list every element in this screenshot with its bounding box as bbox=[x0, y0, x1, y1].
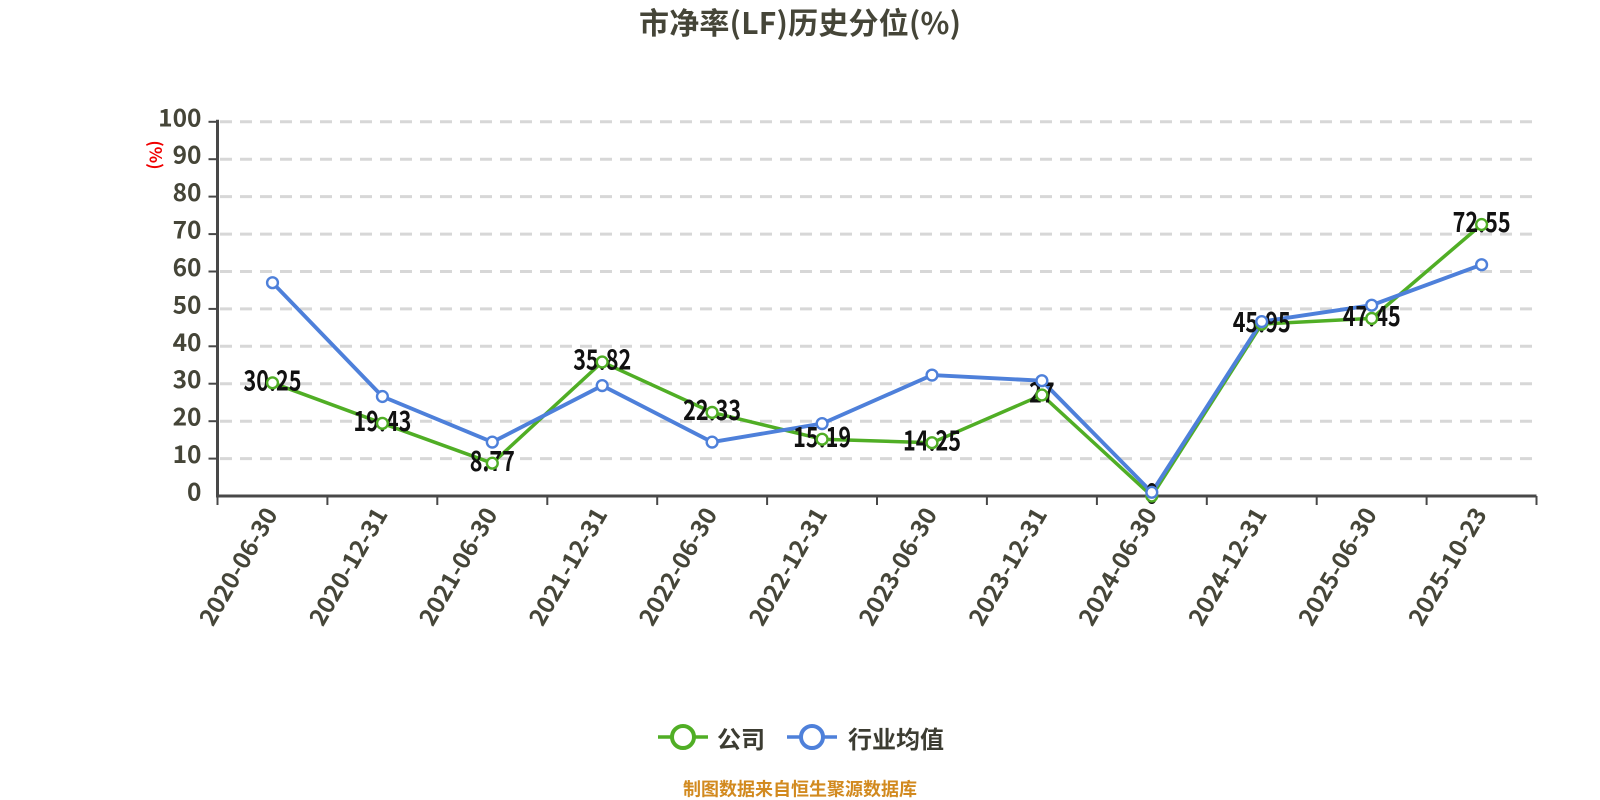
svg-text:2020-06-30: 2020-06-30 bbox=[189, 500, 285, 631]
svg-text:30: 30 bbox=[173, 361, 202, 396]
svg-text:40: 40 bbox=[173, 324, 202, 359]
svg-text:2023-06-30: 2023-06-30 bbox=[848, 500, 944, 631]
svg-text:2020-12-31: 2020-12-31 bbox=[299, 500, 395, 631]
svg-text:(%): (%) bbox=[145, 140, 170, 169]
svg-text:2021-06-30: 2021-06-30 bbox=[409, 500, 505, 631]
svg-text:90: 90 bbox=[173, 137, 202, 172]
svg-text:2023-12-31: 2023-12-31 bbox=[958, 500, 1054, 631]
svg-text:60: 60 bbox=[173, 249, 202, 284]
svg-text:2025-10-23: 2025-10-23 bbox=[1398, 500, 1494, 631]
svg-text:2022-06-30: 2022-06-30 bbox=[628, 500, 724, 631]
svg-text:2025-06-30: 2025-06-30 bbox=[1288, 500, 1384, 631]
svg-text:2024-06-30: 2024-06-30 bbox=[1068, 500, 1164, 631]
svg-text:80: 80 bbox=[173, 174, 202, 209]
svg-text:20: 20 bbox=[173, 399, 202, 434]
svg-text:2021-12-31: 2021-12-31 bbox=[518, 500, 614, 631]
svg-text:10: 10 bbox=[173, 436, 202, 471]
svg-text:行业均值: 行业均值 bbox=[848, 720, 944, 755]
svg-text:公司: 公司 bbox=[717, 720, 765, 755]
svg-text:市净率(LF)历史分位(%): 市净率(LF)历史分位(%) bbox=[639, 0, 961, 43]
svg-text:100: 100 bbox=[158, 99, 201, 134]
svg-text:2022-12-31: 2022-12-31 bbox=[738, 500, 834, 631]
svg-text:0: 0 bbox=[187, 474, 201, 509]
svg-text:70: 70 bbox=[173, 212, 202, 247]
svg-text:50: 50 bbox=[173, 286, 202, 321]
svg-text:制图数据来自恒生聚源数据库: 制图数据来自恒生聚源数据库 bbox=[683, 776, 917, 800]
svg-text:2024-12-31: 2024-12-31 bbox=[1178, 500, 1274, 631]
